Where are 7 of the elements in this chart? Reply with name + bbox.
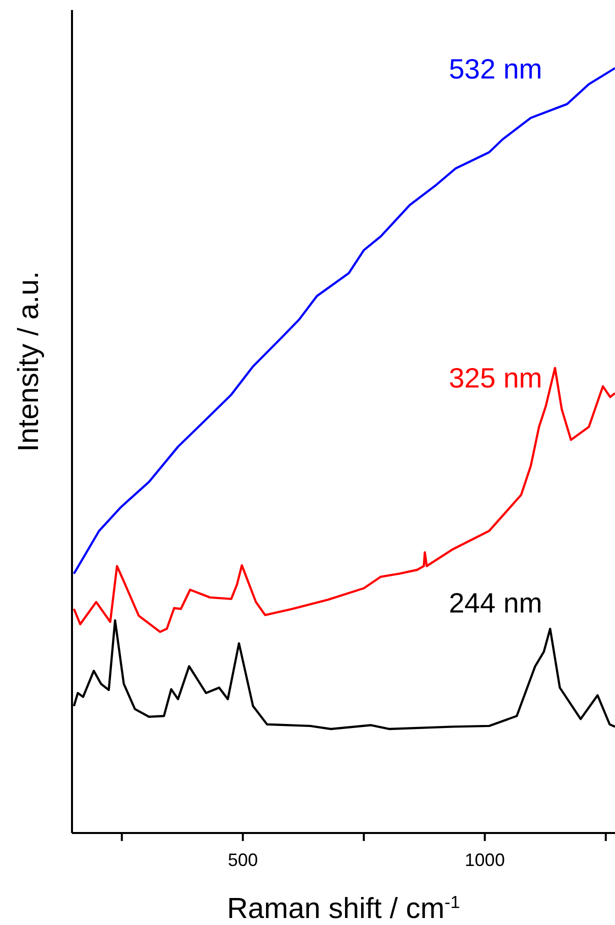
x-tick-label: 500 xyxy=(228,850,258,870)
series-label: 244 nm xyxy=(448,587,542,618)
series-label: 325 nm xyxy=(448,362,542,394)
x-axis-title: Raman shift / cm$^{-1}$ xyxy=(226,892,460,925)
y-axis-title: Intensity / a.u. xyxy=(13,271,45,452)
series-label: 532 nm xyxy=(448,53,542,84)
x-tick-label: 1000 xyxy=(464,850,505,870)
